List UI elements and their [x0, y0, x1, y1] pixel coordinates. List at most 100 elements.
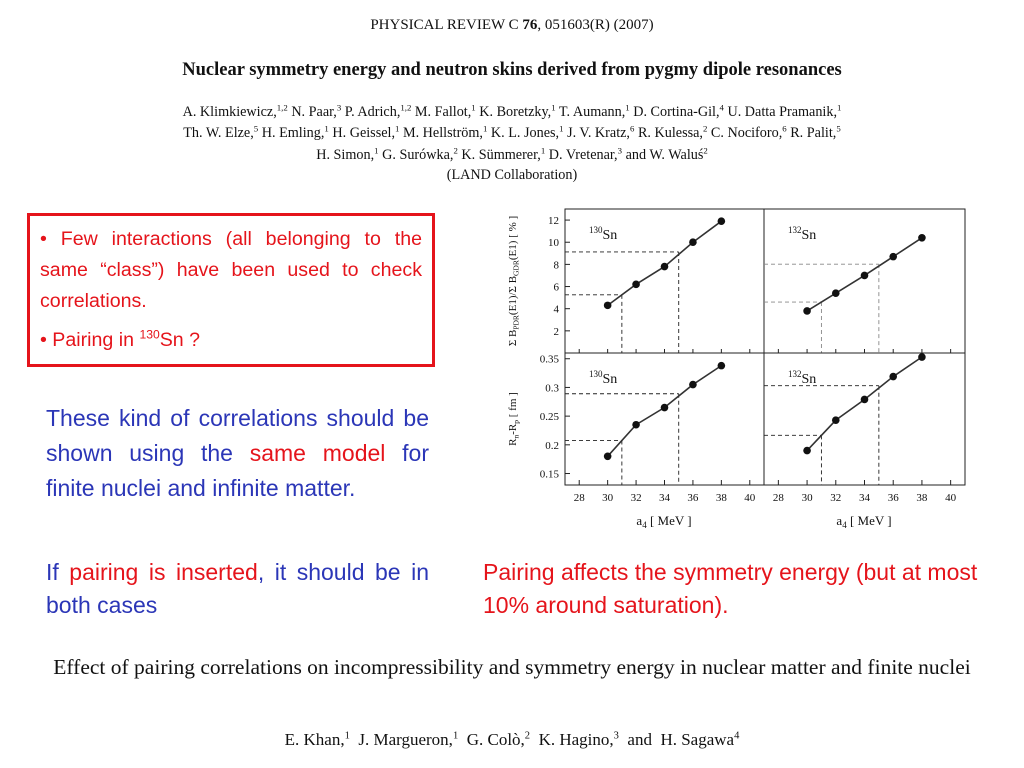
- data-point: [860, 271, 869, 280]
- x-axis-unit: [ MeV ]: [847, 513, 892, 528]
- paper2-authors: E. Khan,1 J. Margueron,1 G. Colò,2 K. Ha…: [284, 730, 740, 749]
- data-point: [632, 280, 640, 289]
- journal-volume: 76: [522, 17, 538, 33]
- x-axis-symbol: a: [636, 513, 642, 528]
- data-point: [689, 238, 697, 247]
- y-tick-label: 6: [554, 282, 560, 294]
- panel-label-element: Sn: [603, 228, 618, 243]
- paper1-authors-line1: A. Klimkiewicz,1,2 N. Paar,3 P. Adrich,1…: [182, 102, 842, 120]
- data-point: [660, 403, 669, 412]
- x-tick-label: 36: [687, 492, 699, 504]
- callout-bullet-2-post: Sn ?: [159, 329, 201, 351]
- data-point: [889, 372, 898, 381]
- x-tick-label: 38: [716, 492, 728, 504]
- x-tick-label: 40: [744, 492, 756, 504]
- note-correlations: These kind of correlations should be sho…: [46, 401, 429, 506]
- x-axis-label: a4 [ MeV ]: [636, 513, 691, 530]
- y-tick-label: 2: [554, 326, 560, 338]
- y-tick-label: 0.35: [540, 354, 560, 366]
- paper1-authors-line2: Th. W. Elze,5 H. Emling,1 H. Geissel,1 M…: [183, 123, 841, 141]
- journal-citation: PHYSICAL REVIEW C 76, 051603(R) (2007): [0, 17, 1024, 34]
- note-correlations-highlight: same model: [249, 440, 386, 466]
- data-point: [689, 380, 697, 389]
- note-pairing: If pairing is inserted, it should be in …: [46, 556, 429, 622]
- data-point: [803, 307, 811, 315]
- x-tick-label: 36: [888, 492, 900, 504]
- y-axis-label-bottom: Rn-Rp [ fm ]: [507, 392, 521, 446]
- data-point: [660, 262, 669, 271]
- y-axis-label-top: Σ BPDR(E1)/Σ BGDR(E1) [ % ]: [507, 216, 521, 346]
- y-tick-label: 0.3: [545, 382, 559, 394]
- collaboration: (LAND Collaboration): [446, 167, 578, 183]
- data-point: [603, 452, 612, 461]
- x-axis-symbol: a: [836, 513, 842, 528]
- note-symmetry-energy: Pairing affects the symmetry energy (but…: [483, 559, 978, 618]
- callout-bullet-2-pre: • Pairing in: [40, 329, 140, 351]
- x-tick-label: 34: [859, 492, 871, 504]
- panel-label-mass: 132: [788, 225, 802, 235]
- panel-label: 132Sn: [788, 225, 816, 243]
- note-correlations-b: for finite nuclei and infinite matter.: [46, 440, 429, 501]
- x-axis-subscript: 4: [842, 520, 847, 530]
- x-axis-subscript: 4: [642, 520, 647, 530]
- panel-label-element: Sn: [802, 228, 817, 243]
- x-tick-label: 30: [602, 492, 614, 504]
- y-axis-label-bottom-part: [ fm ]: [507, 392, 519, 420]
- note-pairing-a: If: [46, 559, 59, 585]
- y-tick-label: 0.15: [540, 469, 560, 481]
- data-point: [632, 420, 640, 429]
- note-correlations-a: These kind of correlations should be sho…: [46, 405, 429, 466]
- y-axis-label-top-part: Σ B: [507, 330, 519, 347]
- y-axis-label-bottom-part: -R: [507, 423, 519, 435]
- data-point: [860, 395, 869, 404]
- data-point: [603, 301, 612, 310]
- data-point: [831, 289, 840, 297]
- series-line: [806, 356, 923, 452]
- y-tick-label: 12: [548, 215, 559, 227]
- data-point: [831, 416, 840, 424]
- panel-label-mass: 130: [589, 369, 603, 379]
- x-tick-label: 28: [773, 492, 785, 504]
- panel-label-mass: 132: [788, 369, 802, 379]
- data-point: [717, 217, 726, 225]
- y-tick-label: 10: [548, 237, 560, 249]
- y-tick-label: 0.25: [540, 411, 560, 423]
- y-axis-label-bottom-part: p: [512, 420, 521, 424]
- callout-box: • Few interactions (all belonging to the…: [27, 213, 435, 367]
- data-point: [803, 446, 811, 455]
- y-axis-label-bottom-part: R: [507, 438, 519, 446]
- x-tick-label: 32: [830, 492, 841, 504]
- y-axis-label-top-part: PDR: [512, 315, 521, 330]
- y-axis-label-top-part: GDR: [512, 260, 521, 276]
- paper1-authors-line3: H. Simon,1 G. Surówka,2 K. Sümmerer,1 D.…: [316, 145, 708, 163]
- note-pairing-highlight: pairing is inserted: [69, 559, 258, 585]
- data-point: [889, 252, 898, 261]
- y-axis-label-top-part: (E1) [ % ]: [507, 216, 519, 260]
- callout-bullet-1: • Few interactions (all belonging to the…: [40, 228, 422, 312]
- callout-bullet-2-sup: 130: [139, 327, 160, 342]
- x-tick-label: 30: [802, 492, 814, 504]
- data-point: [918, 353, 926, 361]
- y-axis-label-top-part: (E1)/Σ B: [507, 276, 519, 315]
- journal-prefix: PHYSICAL REVIEW C: [370, 17, 523, 33]
- paper2-title: Effect of pairing correlations on incomp…: [53, 655, 971, 679]
- x-tick-label: 32: [631, 492, 642, 504]
- panel-label-mass: 130: [589, 225, 603, 235]
- x-axis-label: a4 [ MeV ]: [836, 513, 891, 530]
- panel-label: 130Sn: [589, 225, 617, 243]
- y-tick-label: 0.2: [545, 440, 559, 452]
- x-tick-label: 40: [945, 492, 957, 504]
- note-pairing-b: , it should be in both cases: [46, 559, 430, 618]
- data-point: [918, 234, 926, 242]
- panel-label: 132Sn: [788, 369, 816, 387]
- x-tick-label: 38: [916, 492, 928, 504]
- y-axis-label-bottom-part: n: [512, 434, 521, 438]
- y-tick-label: 4: [554, 304, 560, 316]
- x-tick-label: 34: [659, 492, 671, 504]
- paper1-title: Nuclear symmetry energy and neutron skin…: [182, 60, 842, 80]
- panel-label-element: Sn: [802, 372, 817, 387]
- panel-label-element: Sn: [603, 372, 618, 387]
- y-tick-label: 8: [554, 259, 560, 271]
- callout-bullet-2: • Pairing in 130Sn ?: [40, 325, 422, 356]
